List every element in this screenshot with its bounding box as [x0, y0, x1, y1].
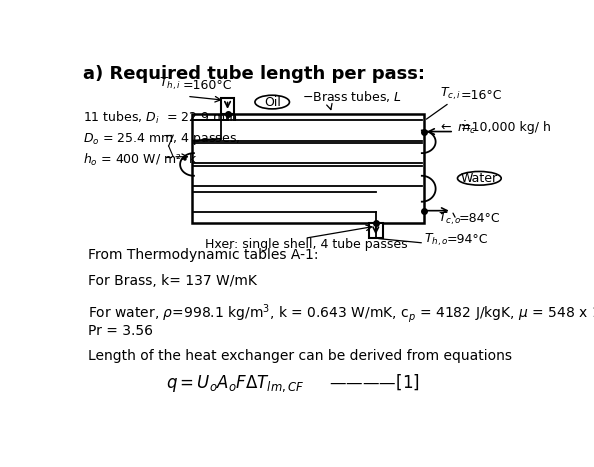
Bar: [369, 223, 383, 238]
Text: From Thermodynamic tables A-1:: From Thermodynamic tables A-1:: [88, 248, 318, 262]
Text: $D_o$ = 25.4 mm, 4 passes,: $D_o$ = 25.4 mm, 4 passes,: [83, 131, 241, 147]
Text: =160°C: =160°C: [182, 79, 232, 92]
Text: $q = U_o A_o F \Delta T_{lm,CF}$     ————[1]: $q = U_o A_o F \Delta T_{lm,CF}$ ————[1]: [166, 373, 420, 394]
Text: Oil: Oil: [264, 96, 280, 108]
Text: Water: Water: [461, 172, 498, 185]
Bar: [220, 99, 235, 113]
Text: 11 tubes, $D_i$  = 22.9 mm: 11 tubes, $D_i$ = 22.9 mm: [83, 110, 238, 126]
Text: $h_o$ = 400 W/ m²$\bullet$k: $h_o$ = 400 W/ m²$\bullet$k: [83, 152, 198, 168]
Text: $T_{c,i}$: $T_{c,i}$: [440, 85, 462, 102]
Bar: [192, 113, 424, 223]
Text: =10,000 kg/ h: =10,000 kg/ h: [461, 121, 551, 134]
Ellipse shape: [255, 95, 289, 109]
Text: $T_{c,o}$: $T_{c,o}$: [438, 210, 462, 227]
Text: For water, $\rho$=998.1 kg/m$^3$, k = 0.643 W/mK, c$_p$ = 4182 J/kgK, $\mu$ = 54: For water, $\rho$=998.1 kg/m$^3$, k = 0.…: [88, 302, 594, 325]
Text: Hxer: single shell, 4 tube passes: Hxer: single shell, 4 tube passes: [206, 238, 408, 251]
Ellipse shape: [457, 171, 501, 185]
Text: $T_{h,o}$: $T_{h,o}$: [424, 231, 448, 248]
Text: a) Required tube length per pass:: a) Required tube length per pass:: [83, 65, 425, 83]
Text: $\leftarrow$ $\dot{m}_c$: $\leftarrow$ $\dot{m}_c$: [438, 120, 476, 136]
Text: =94°C: =94°C: [446, 233, 488, 246]
Text: $-$Brass tubes, $L$: $-$Brass tubes, $L$: [302, 89, 402, 104]
Text: For Brass, k= 137 W/mK: For Brass, k= 137 W/mK: [88, 274, 257, 288]
Text: =84°C: =84°C: [459, 212, 500, 225]
Text: Length of the heat exchanger can be derived from equations: Length of the heat exchanger can be deri…: [88, 349, 512, 363]
Text: =16°C: =16°C: [461, 89, 503, 102]
Text: Pr = 3.56: Pr = 3.56: [88, 324, 153, 338]
Text: $T_{h,i}$: $T_{h,i}$: [159, 76, 182, 92]
